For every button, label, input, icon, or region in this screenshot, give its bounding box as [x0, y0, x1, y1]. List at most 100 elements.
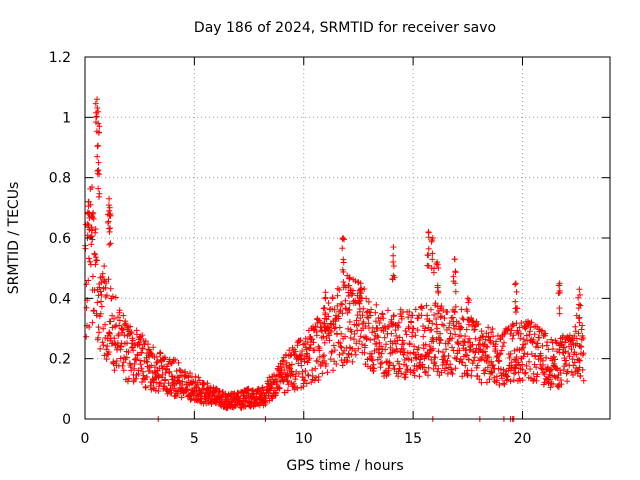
data-point [450, 278, 457, 285]
data-point [329, 295, 336, 302]
data-point [270, 371, 277, 378]
data-point [337, 340, 344, 347]
data-point [396, 334, 403, 341]
data-point [445, 352, 452, 359]
data-point [142, 384, 149, 391]
data-point [572, 323, 579, 330]
data-point [406, 341, 413, 348]
data-point [446, 320, 453, 327]
data-point [161, 383, 168, 390]
data-point [399, 337, 406, 344]
data-point [395, 324, 402, 331]
data-point [422, 325, 429, 332]
data-point [107, 210, 114, 217]
data-point [437, 314, 444, 321]
data-point [469, 318, 476, 325]
data-point [312, 365, 319, 372]
data-point [107, 285, 114, 292]
data-point [475, 321, 482, 328]
data-point [578, 343, 585, 350]
data-point [371, 365, 378, 372]
data-point [556, 280, 563, 287]
data-point [463, 326, 470, 333]
data-point [449, 370, 456, 377]
data-point [299, 374, 306, 381]
y-tick-label: 0 [62, 412, 71, 428]
y-axis-label: SRMTID / TECUs [6, 182, 22, 295]
data-point [322, 323, 329, 330]
data-point [400, 345, 407, 352]
data-point [464, 372, 471, 379]
data-point [432, 362, 439, 369]
data-point [94, 143, 101, 150]
data-point [534, 371, 541, 378]
data-point [400, 351, 407, 358]
data-point [368, 356, 375, 363]
data-point [513, 353, 520, 360]
data-point [348, 328, 355, 335]
data-point [320, 333, 327, 340]
data-point [89, 273, 96, 280]
data-point [287, 352, 294, 359]
data-point [121, 332, 128, 339]
data-point [388, 330, 395, 337]
data-point [345, 325, 352, 332]
data-point [426, 343, 433, 350]
data-point [351, 330, 358, 337]
data-point [82, 245, 89, 252]
data-point [416, 362, 423, 369]
data-point [580, 350, 587, 357]
data-point [328, 328, 335, 335]
data-point [356, 295, 363, 302]
data-point [451, 256, 458, 263]
data-point [422, 341, 429, 348]
data-point [435, 348, 442, 355]
data-point [106, 228, 113, 235]
data-point [302, 377, 309, 384]
data-point [494, 377, 501, 384]
data-point [340, 256, 347, 263]
data-point [436, 336, 443, 343]
data-point [162, 354, 169, 361]
data-point [343, 305, 350, 312]
data-point [434, 284, 441, 291]
data-point [528, 350, 535, 357]
data-point [451, 309, 458, 316]
data-point [481, 370, 488, 377]
data-point [458, 324, 465, 331]
data-point [383, 341, 390, 348]
data-point [298, 362, 305, 369]
data-point [277, 370, 284, 377]
data-point [373, 301, 380, 308]
data-point [422, 368, 429, 375]
data-point [299, 348, 306, 355]
data-point [533, 364, 540, 371]
data-point [195, 374, 202, 381]
data-point [395, 319, 402, 326]
data-point [421, 369, 428, 376]
data-point [576, 301, 583, 308]
data-point [428, 238, 435, 245]
data-point [163, 365, 170, 372]
data-point [284, 378, 291, 385]
data-point [448, 366, 455, 373]
data-point [429, 250, 436, 257]
data-point [326, 337, 333, 344]
data-point [452, 365, 459, 372]
data-point [547, 376, 554, 383]
data-point [245, 385, 252, 392]
data-point [153, 359, 160, 366]
data-point [178, 394, 185, 401]
data-point [500, 366, 507, 373]
data-point [290, 380, 297, 387]
data-point [321, 315, 328, 322]
data-point [437, 337, 444, 344]
data-point [129, 337, 136, 344]
data-point [356, 337, 363, 344]
data-point [408, 357, 415, 364]
data-point [342, 297, 349, 304]
data-point [281, 366, 288, 373]
data-point [269, 373, 276, 380]
data-point [427, 327, 434, 334]
